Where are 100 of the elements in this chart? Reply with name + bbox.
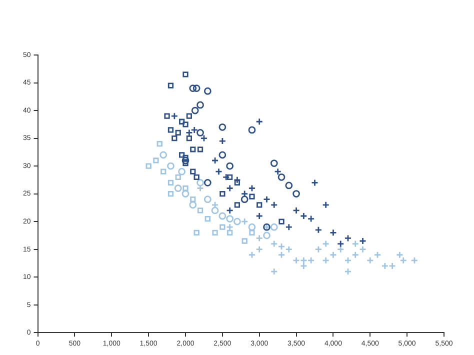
point: [189, 84, 197, 92]
point: [190, 126, 198, 134]
point: [160, 151, 168, 159]
point: [248, 223, 256, 231]
point: [182, 190, 190, 198]
point: [274, 168, 282, 176]
point: [300, 256, 308, 264]
point: [270, 240, 278, 248]
point: [248, 126, 256, 134]
point: [218, 123, 226, 131]
point: [204, 178, 212, 186]
point: [178, 168, 186, 176]
point: [167, 162, 174, 170]
point: [146, 163, 152, 169]
point: [175, 130, 181, 136]
point: [182, 160, 188, 166]
point: [226, 162, 234, 170]
point: [164, 113, 170, 119]
point: [218, 151, 226, 159]
point: [278, 218, 284, 224]
point: [322, 201, 330, 209]
point: [189, 201, 197, 209]
point: [196, 178, 204, 186]
point: [168, 180, 174, 186]
point: [226, 206, 234, 214]
point: [256, 202, 262, 208]
point: [270, 201, 278, 209]
point: [153, 158, 159, 164]
point: [374, 251, 382, 259]
point: [263, 232, 270, 240]
point: [194, 230, 200, 236]
point: [196, 129, 204, 136]
point: [381, 262, 389, 270]
point: [186, 113, 192, 119]
point: [292, 256, 300, 264]
point: [344, 268, 352, 276]
point: [211, 156, 219, 164]
point: [168, 82, 174, 88]
point: [366, 256, 374, 264]
point: [226, 215, 234, 222]
point: [168, 190, 174, 197]
point: [175, 174, 181, 180]
point: [352, 240, 360, 248]
point: [256, 118, 264, 126]
point: [182, 185, 188, 192]
point: [234, 180, 240, 186]
point: [174, 184, 182, 192]
point: [256, 212, 264, 220]
point: [240, 196, 248, 204]
point: [182, 72, 188, 78]
point: [211, 206, 219, 214]
point: [410, 256, 418, 264]
point: [220, 224, 226, 230]
point: [314, 226, 322, 234]
point: [192, 84, 200, 92]
point: [182, 156, 190, 164]
point: [234, 202, 240, 208]
point: [156, 141, 162, 147]
point: [256, 246, 264, 254]
point: [292, 190, 300, 198]
point: [197, 146, 204, 152]
point: [204, 216, 210, 222]
point: [218, 137, 226, 145]
point: [322, 256, 330, 264]
point: [285, 246, 293, 254]
point: [178, 152, 185, 158]
point: [240, 218, 248, 226]
point: [191, 106, 199, 114]
point: [226, 174, 233, 180]
point: [256, 234, 264, 242]
point: [249, 230, 255, 236]
point: [204, 196, 212, 204]
point: [285, 223, 293, 231]
point: [186, 135, 192, 142]
point: [285, 182, 293, 190]
point: [226, 230, 233, 236]
point: [172, 135, 178, 142]
point: [270, 223, 278, 231]
point: [352, 251, 360, 259]
point: [234, 218, 241, 226]
point: [212, 230, 218, 236]
point: [278, 251, 286, 259]
point: [170, 112, 178, 120]
point: [314, 246, 322, 254]
point: [270, 160, 278, 167]
point: [278, 242, 286, 250]
point: [220, 190, 226, 197]
point: [197, 208, 204, 214]
point: [270, 268, 278, 276]
point: [344, 256, 352, 264]
point: [278, 173, 286, 181]
point: [190, 168, 196, 174]
point: [190, 146, 196, 152]
point: [307, 256, 315, 264]
point: [182, 122, 188, 128]
point: [249, 194, 255, 200]
point: [204, 87, 212, 95]
point: [168, 127, 174, 133]
point: [196, 101, 204, 109]
point: [242, 238, 248, 244]
